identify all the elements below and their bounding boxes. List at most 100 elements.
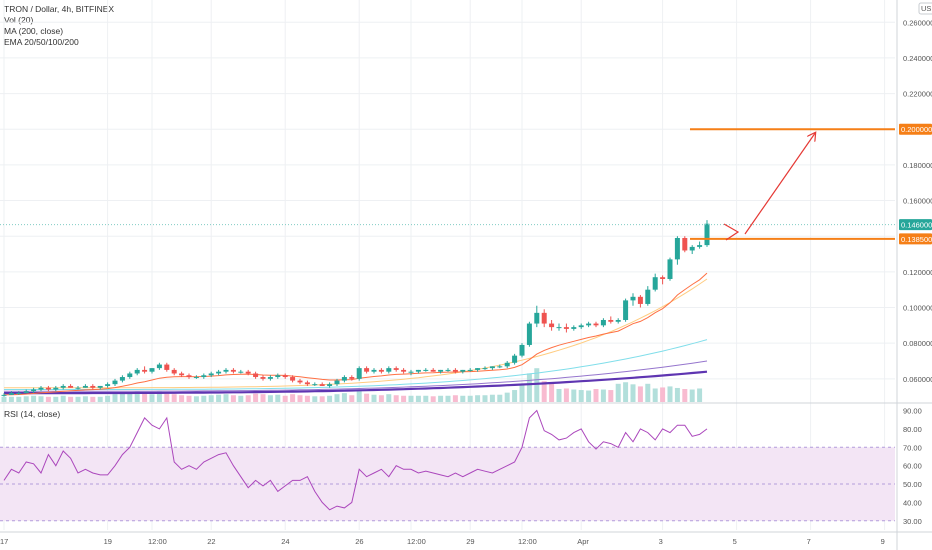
- candle-body: [467, 369, 473, 371]
- volume-bar: [467, 395, 473, 402]
- volume-bar: [504, 392, 510, 402]
- volume-bar: [460, 395, 466, 402]
- volume-bar: [430, 396, 436, 402]
- volume-bar: [660, 387, 666, 402]
- volume-bar: [45, 396, 51, 402]
- candle-body: [674, 237, 680, 260]
- volume-bar: [615, 383, 621, 402]
- volume-bar: [38, 396, 44, 402]
- price-label-text: 0.200000: [901, 125, 932, 134]
- candle-body: [142, 369, 148, 372]
- volume-bar: [171, 394, 177, 402]
- volume-bar: [90, 396, 96, 402]
- volume-bar: [608, 390, 614, 402]
- volume-bar: [534, 368, 540, 402]
- volume-bar: [512, 390, 518, 402]
- volume-bar: [312, 396, 318, 402]
- time-tick-label: 5: [733, 537, 737, 546]
- volume-bar: [452, 395, 458, 402]
- volume-bar: [282, 395, 288, 402]
- candle-body: [16, 393, 22, 395]
- volume-bar: [193, 396, 199, 402]
- currency-label: USD: [921, 4, 932, 13]
- candle-body: [319, 384, 325, 386]
- price-label-badge: [899, 219, 932, 231]
- volume-bar: [290, 394, 296, 402]
- volume-bar: [563, 388, 569, 402]
- candle-body: [452, 369, 458, 372]
- candle-body: [608, 319, 614, 322]
- candle-body: [630, 296, 636, 301]
- candle-body: [563, 327, 569, 329]
- price-tick-label: 0.160000: [903, 197, 932, 206]
- candle-body: [253, 373, 259, 378]
- candle-body: [156, 364, 162, 369]
- price-tick-label: 0.220000: [903, 90, 932, 99]
- candle-body: [60, 385, 66, 388]
- volume-bar: [349, 395, 355, 402]
- rsi-tick-label: 90.00: [903, 407, 922, 416]
- small-arrow-icon: [723, 223, 740, 241]
- candle-body: [637, 296, 643, 304]
- volume-bar: [149, 394, 155, 402]
- time-tick-label: 12:00: [407, 537, 426, 546]
- rsi-legend: RSI (14, close): [4, 409, 61, 419]
- volume-bar: [697, 388, 703, 402]
- candle-body: [68, 385, 74, 388]
- candle-body: [593, 323, 599, 326]
- candle-body: [105, 384, 111, 386]
- price-tick-label: 0.120000: [903, 268, 932, 277]
- candle-body: [208, 373, 214, 376]
- candle-body: [245, 371, 251, 374]
- ema200-line: [4, 360, 708, 392]
- candle-body: [260, 377, 266, 379]
- volume-bar: [68, 396, 74, 402]
- candle-body: [445, 369, 451, 371]
- candle-body: [512, 355, 518, 363]
- price-tick-label: 0.180000: [903, 161, 932, 170]
- volume-bar: [578, 390, 584, 402]
- candle-body: [127, 373, 133, 378]
- price-label-badge: [899, 233, 932, 245]
- time-tick-label: 9: [881, 537, 885, 546]
- candle-body: [475, 368, 481, 370]
- volume-bar: [489, 394, 495, 402]
- candle-body: [578, 325, 584, 328]
- time-tick-label: 17: [0, 537, 8, 546]
- time-tick-label: 19: [104, 537, 112, 546]
- candle-body: [549, 323, 555, 328]
- volume-bar: [112, 394, 118, 402]
- ema100-line: [4, 339, 708, 390]
- candle-body: [682, 237, 688, 251]
- candle-body: [267, 377, 273, 379]
- volume-bar: [134, 391, 140, 402]
- candle-body: [423, 369, 429, 371]
- candle-body: [534, 312, 540, 324]
- volume-bar: [275, 394, 281, 402]
- volume-bar: [364, 393, 370, 402]
- candle-body: [290, 377, 296, 381]
- volume-bar: [600, 389, 606, 402]
- time-tick-label: 7: [807, 537, 811, 546]
- candle-body: [556, 327, 562, 329]
- candle-body: [438, 369, 444, 372]
- ema20-line: [3, 272, 708, 396]
- candle-body: [526, 323, 532, 345]
- candle-body: [8, 393, 14, 395]
- volume-bar: [105, 395, 111, 402]
- volume-bar: [623, 382, 629, 402]
- volume-bar: [260, 394, 266, 402]
- volume-bar: [53, 396, 59, 402]
- candle-body: [304, 382, 310, 385]
- volume-bar: [386, 394, 392, 402]
- volume-bar: [667, 386, 673, 402]
- volume-bar: [371, 394, 377, 402]
- time-tick-label: 12:00: [518, 537, 537, 546]
- candle-body: [356, 368, 362, 379]
- candle-body: [216, 371, 222, 374]
- candle-body: [586, 323, 592, 326]
- rsi-tick-label: 30.00: [903, 517, 922, 526]
- volume-bar: [475, 395, 481, 402]
- volume-bar: [401, 395, 407, 402]
